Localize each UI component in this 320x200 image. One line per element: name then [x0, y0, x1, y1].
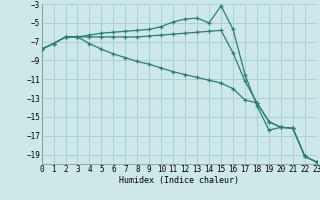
X-axis label: Humidex (Indice chaleur): Humidex (Indice chaleur): [119, 176, 239, 185]
